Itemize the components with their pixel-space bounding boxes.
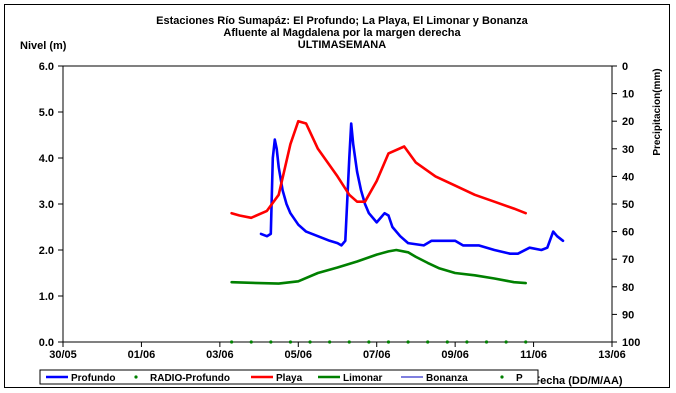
point-radio-profundo-7 (367, 340, 371, 344)
y-tick-label-5: 5.0 (39, 107, 54, 119)
x-tick-label-6: 11/06 (520, 349, 547, 361)
y2-tick-label-10: 100 (622, 337, 640, 349)
legend-label-playa: Playa (276, 373, 303, 384)
series-line-playa (230, 119, 528, 220)
x-tick-label-0: 30/05 (49, 349, 77, 361)
point-radio-profundo-1 (249, 340, 253, 344)
y2-tick-label-6: 60 (622, 227, 634, 239)
y2-tick-label-9: 90 (622, 309, 634, 321)
y2-tick-label-4: 40 (622, 171, 634, 183)
y-tick-label-3: 3.0 (39, 199, 54, 211)
point-radio-profundo-3 (288, 340, 293, 344)
x-tick-label-2: 03/06 (206, 349, 234, 361)
y2-tick-label-8: 80 (622, 282, 634, 294)
y2-tick-label-1: 10 (622, 89, 634, 101)
legend-label-p: P (516, 373, 523, 384)
point-radio-profundo-10 (426, 340, 430, 344)
point-radio-profundo-8 (386, 340, 391, 344)
plot-area (62, 65, 613, 343)
series-line-profundo (259, 122, 565, 255)
point-radio-profundo-12 (465, 340, 469, 344)
chart-title-line-1: Estaciones Río Sumapáz: El Profundo; La … (156, 15, 529, 27)
y-tick-label-0: 0.0 (39, 337, 54, 349)
x-tick-label-3: 05/06 (285, 349, 313, 361)
x-tick-label-4: 07/06 (363, 349, 391, 361)
chart-title-line-3: ULTIMASEMANA (298, 39, 386, 51)
point-radio-profundo-2 (269, 340, 273, 344)
legend-label-radio-profundo: RADIO-Profundo (150, 373, 230, 384)
x-tick-label-5: 09/06 (441, 349, 469, 361)
y-tick-label-4: 4.0 (39, 153, 54, 165)
point-radio-profundo-9 (406, 340, 410, 344)
y2-tick-label-5: 50 (622, 199, 634, 211)
legend-label-profundo: Profundo (71, 373, 115, 384)
point-radio-profundo-5 (328, 340, 332, 344)
y-tick-label-2: 2.0 (39, 245, 54, 257)
point-radio-profundo-6 (347, 340, 351, 344)
y2-tick-label-7: 70 (622, 254, 634, 266)
y-axis-label: Nivel (m) (20, 40, 67, 52)
y2-axis-label: Precipitacion(mm) (652, 68, 663, 155)
y-tick-label-1: 1.0 (39, 291, 54, 303)
chart-title-line-2: Afluente al Magdalena por la margen dere… (223, 27, 461, 39)
legend-box (39, 369, 539, 385)
chart-frame (4, 4, 670, 388)
x-tick-label-7: 13/06 (598, 349, 626, 361)
legend-label-bonanza: Bonanza (426, 373, 468, 384)
series-line-limonar (230, 248, 528, 285)
point-radio-profundo-11 (445, 340, 449, 344)
y2-tick-label-2: 20 (622, 116, 634, 128)
point-radio-profundo-0 (230, 340, 234, 344)
x-tick-label-1: 01/06 (128, 349, 156, 361)
legend-swatch-radio-profundo (134, 375, 138, 379)
legend-label-limonar: Limonar (343, 373, 383, 384)
legend-swatch-p (500, 375, 504, 379)
point-radio-profundo-15 (524, 340, 528, 344)
point-radio-profundo-13 (484, 340, 489, 344)
point-radio-profundo-14 (504, 340, 508, 344)
point-radio-profundo-4 (308, 340, 312, 344)
y2-tick-label-0: 0 (622, 61, 628, 73)
y2-tick-label-3: 30 (622, 144, 634, 156)
y-tick-label-6: 6.0 (39, 61, 54, 73)
x-axis-label: Fecha (DD/M/AA) (533, 375, 623, 387)
